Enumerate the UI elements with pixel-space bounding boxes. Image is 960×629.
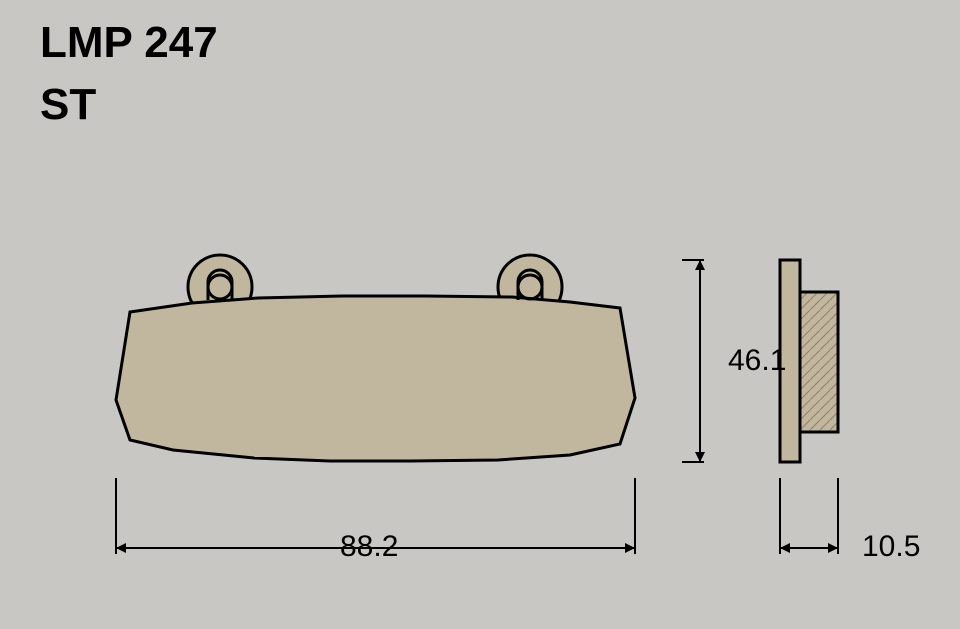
diagram-canvas: LMP 247 ST 46.1 88.2 10.5: [0, 0, 960, 629]
pad-body-outline: [116, 296, 635, 461]
pad-friction-material: [800, 292, 838, 432]
dimension-width-value: 88.2: [340, 530, 398, 564]
dimension-thickness-value: 10.5: [862, 530, 920, 564]
part-variant-label: ST: [40, 80, 96, 130]
diagram-svg: [0, 0, 960, 629]
dimension-height-value: 46.1: [728, 344, 786, 378]
part-number-label: LMP 247: [40, 18, 218, 68]
